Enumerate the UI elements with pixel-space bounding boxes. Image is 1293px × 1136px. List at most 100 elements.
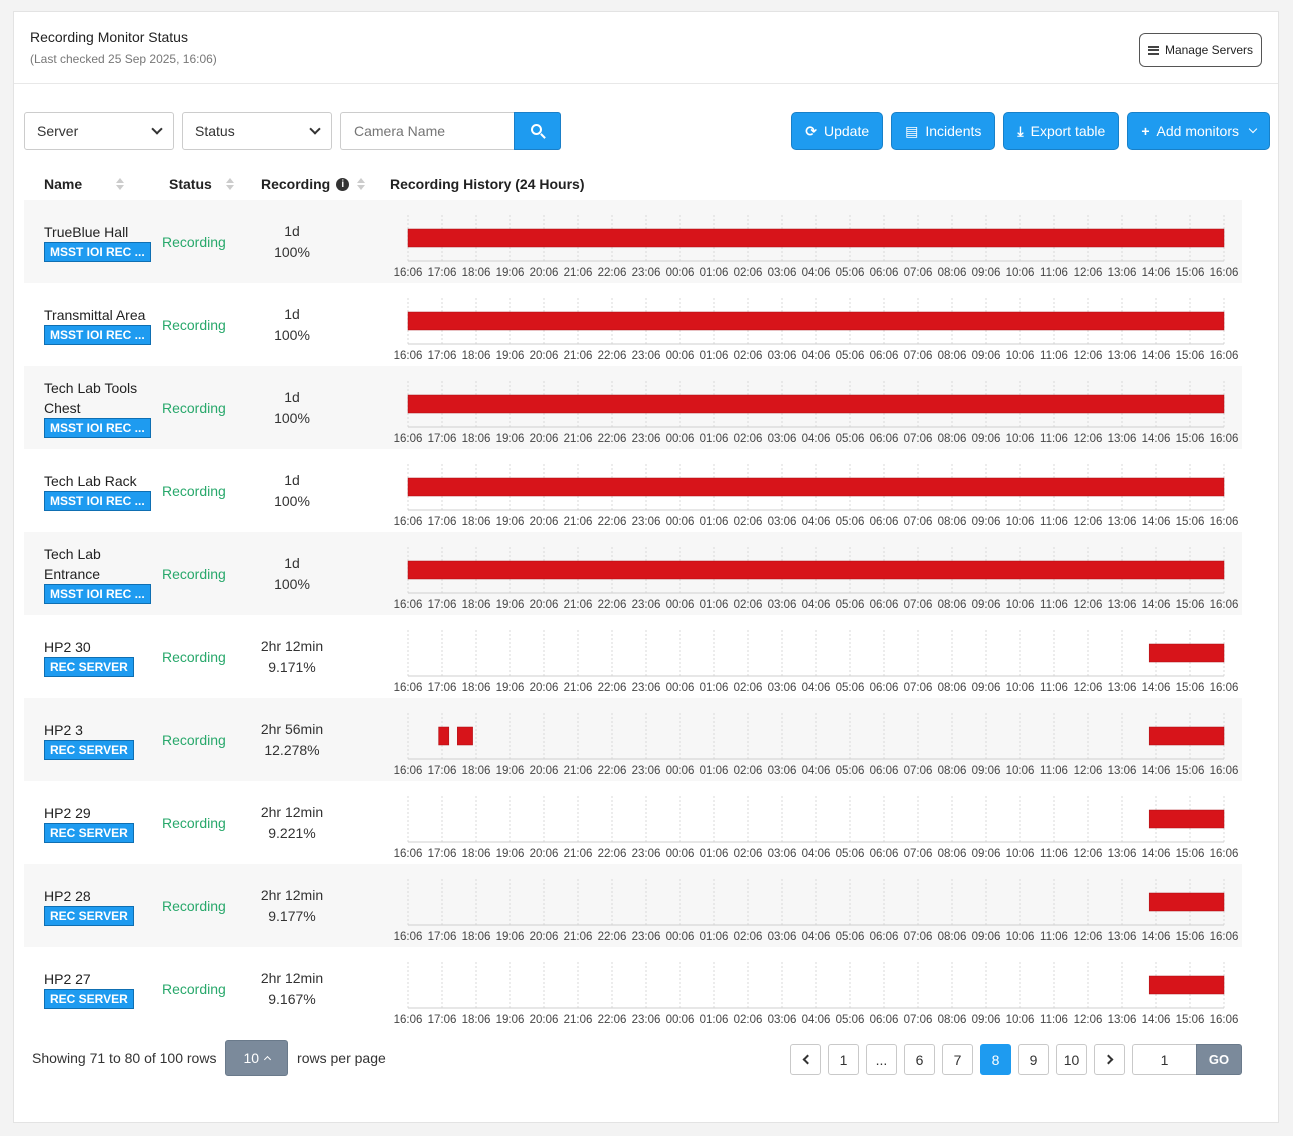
recording-segment[interactable] — [407, 228, 1225, 248]
export-table-button[interactable]: ⤓ Export table — [1003, 112, 1120, 150]
time-tick-label: 19:06 — [496, 1014, 525, 1026]
go-button[interactable]: GO — [1196, 1044, 1242, 1075]
server-select[interactable]: Server — [24, 112, 174, 150]
recording-cell: 1d 100% — [250, 532, 334, 615]
camera-name[interactable]: Tech Lab Rack — [44, 472, 137, 489]
camera-name-cell: TrueBlue Hall MSST IOI REC ... — [44, 200, 151, 283]
time-tick-label: 18:06 — [462, 931, 491, 943]
recording-history-chart: 16:06 17:06 18:06 19:06 20:06 21:06 22:06 23:06… — [394, 630, 1238, 694]
camera-name[interactable]: Transmittal Area — [44, 306, 146, 323]
time-tick-label: 00:06 — [666, 516, 695, 528]
camera-search — [340, 112, 561, 150]
recording-segment[interactable] — [1148, 809, 1225, 829]
server-tag[interactable]: REC SERVER — [44, 656, 134, 677]
time-tick-label: 07:06 — [904, 765, 933, 777]
camera-name[interactable]: HP2 30 — [44, 638, 91, 655]
server-tag[interactable]: REC SERVER — [44, 822, 134, 843]
time-tick-label: 08:06 — [938, 267, 967, 279]
time-tick-label: 00:06 — [666, 931, 695, 943]
time-tick-label: 10:06 — [1006, 599, 1035, 611]
recording-segment[interactable] — [457, 726, 473, 746]
time-tick-label: 20:06 — [530, 599, 559, 611]
incidents-button[interactable]: ▤ Incidents — [891, 112, 996, 150]
search-button[interactable] — [514, 112, 561, 150]
manage-servers-button[interactable]: Manage Servers — [1138, 33, 1262, 67]
recording-segment[interactable] — [1148, 975, 1225, 995]
page-button[interactable]: 8 — [980, 1044, 1011, 1075]
page-button[interactable]: 7 — [942, 1044, 973, 1075]
time-tick-label: 00:06 — [666, 599, 695, 611]
time-tick-label: 11:06 — [1040, 516, 1068, 528]
camera-name[interactable]: TrueBlue Hall — [44, 223, 129, 240]
server-tag[interactable]: MSST IOI REC ... — [44, 241, 151, 262]
time-tick-label: 19:06 — [496, 516, 525, 528]
recording-segment[interactable] — [407, 311, 1225, 331]
time-tick-label: 10:06 — [1006, 931, 1035, 943]
time-tick-label: 18:06 — [462, 1014, 491, 1026]
page-button[interactable]: 1 — [828, 1044, 859, 1075]
recording-segment[interactable] — [407, 477, 1225, 497]
page-ellipsis[interactable]: ... — [866, 1044, 897, 1075]
camera-name[interactable]: HP2 28 — [44, 887, 91, 904]
time-tick-label: 09:06 — [972, 848, 1001, 860]
prev-page-button[interactable] — [790, 1044, 821, 1075]
page-button[interactable]: 6 — [904, 1044, 935, 1075]
update-button[interactable]: ⟳ Update — [791, 112, 884, 150]
next-page-button[interactable] — [1094, 1044, 1125, 1075]
recording-segment[interactable] — [407, 394, 1225, 414]
time-tick-label: 02:06 — [734, 1014, 763, 1026]
table-row: HP2 29 REC SERVER Recording 2hr 12min 9.221%… — [24, 781, 1242, 864]
recording-cell: 1d 100% — [250, 283, 334, 366]
server-tag[interactable]: MSST IOI REC ... — [44, 490, 151, 511]
column-name[interactable]: Name — [44, 176, 125, 192]
camera-name[interactable]: HP2 3 — [44, 721, 83, 738]
time-tick-label: 03:06 — [768, 931, 797, 943]
recording-duration: 2hr 56min — [260, 720, 324, 737]
server-tag[interactable]: MSST IOI REC ... — [44, 583, 151, 604]
time-tick-label: 15:06 — [1176, 350, 1205, 362]
time-tick-label: 09:06 — [972, 350, 1001, 362]
time-tick-label: 03:06 — [768, 433, 797, 445]
recording-segment[interactable] — [438, 726, 450, 746]
time-tick-label: 01:06 — [700, 350, 729, 362]
info-icon[interactable]: i — [336, 177, 350, 191]
camera-name[interactable]: Tech Lab Entrance — [44, 545, 101, 582]
page-button[interactable]: 9 — [1018, 1044, 1049, 1075]
server-tag[interactable]: REC SERVER — [44, 739, 134, 760]
page-size-button[interactable]: 10 — [225, 1040, 289, 1076]
time-tick-label: 22:06 — [598, 682, 627, 694]
server-tag[interactable]: MSST IOI REC ... — [44, 417, 151, 438]
time-tick-label: 02:06 — [734, 682, 763, 694]
time-tick-label: 15:06 — [1176, 516, 1205, 528]
server-tag[interactable]: REC SERVER — [44, 905, 134, 926]
time-tick-label: 18:06 — [462, 765, 491, 777]
status-select[interactable]: Status — [182, 112, 332, 150]
time-tick-label: 14:06 — [1142, 433, 1171, 445]
time-tick-label: 18:06 — [462, 350, 491, 362]
chevron-left-icon — [802, 1054, 812, 1065]
recording-duration: 1d — [284, 305, 300, 322]
goto-page-input[interactable] — [1132, 1044, 1196, 1075]
recording-segment[interactable] — [407, 560, 1225, 580]
time-tick-label: 02:06 — [734, 350, 763, 362]
add-monitors-button[interactable]: + Add monitors — [1127, 112, 1270, 150]
camera-name-input[interactable] — [340, 112, 514, 150]
camera-name[interactable]: Tech Lab Tools Chest — [44, 379, 138, 416]
recording-segment[interactable] — [1148, 892, 1225, 912]
chevron-down-icon — [151, 122, 163, 135]
time-tick-label: 03:06 — [768, 599, 797, 611]
page-button[interactable]: 10 — [1056, 1044, 1087, 1075]
server-tag[interactable]: REC SERVER — [44, 988, 134, 1009]
camera-name[interactable]: HP2 29 — [44, 804, 91, 821]
server-tag[interactable]: MSST IOI REC ... — [44, 324, 151, 345]
camera-name-cell: HP2 29 REC SERVER — [44, 781, 148, 864]
recording-segment[interactable] — [1148, 643, 1225, 663]
recording-segment[interactable] — [1148, 726, 1225, 746]
time-tick-label: 00:06 — [666, 682, 695, 694]
time-tick-label: 09:06 — [972, 931, 1001, 943]
filter-bar: Server Status — [24, 112, 561, 150]
column-status[interactable]: Status — [169, 176, 234, 192]
column-recording[interactable]: Recording i — [261, 176, 366, 192]
camera-name[interactable]: HP2 27 — [44, 970, 91, 987]
table-row: HP2 27 REC SERVER Recording 2hr 12min 9.167%… — [24, 947, 1242, 1030]
